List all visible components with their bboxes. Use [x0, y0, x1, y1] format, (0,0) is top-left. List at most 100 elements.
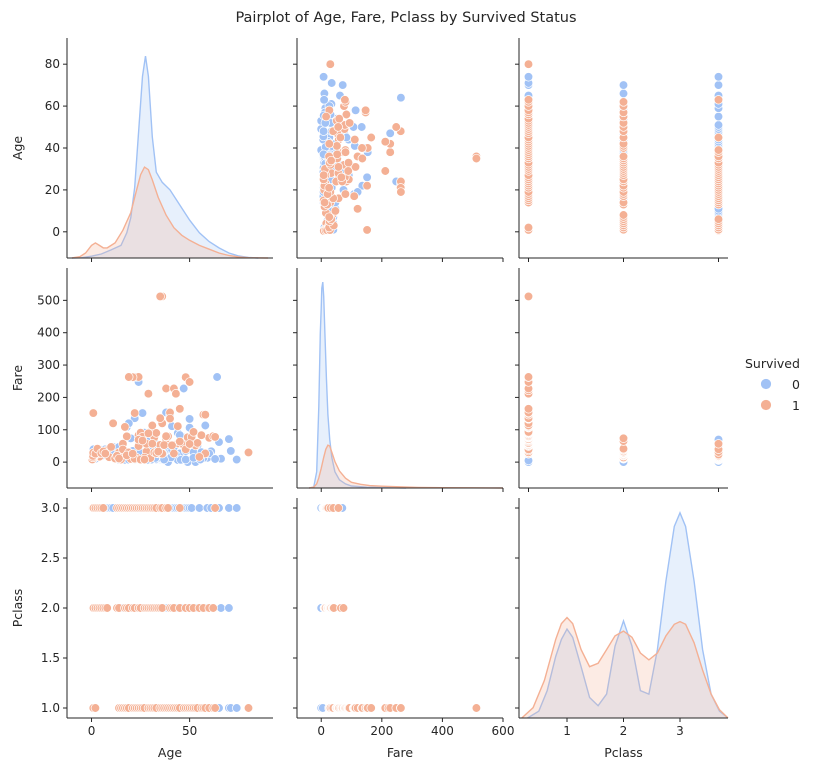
point-age-vs-pclass-s0-74: [618, 88, 629, 99]
x-axis-label-pclass: Pclass: [604, 745, 643, 760]
point-pclass-vs-age-s0-74: [216, 603, 226, 613]
y-tick-label-fare: 100: [37, 423, 60, 437]
point-age-vs-fare-s1-71: [330, 206, 341, 216]
point-fare-vs-pclass-s1-51: [523, 372, 534, 382]
point-age-vs-fare-s0-23: [357, 122, 367, 132]
y-tick-label-fare: 200: [37, 390, 60, 404]
legend: Survived 0 1: [745, 356, 800, 413]
point-age-vs-fare-s0-26: [327, 78, 337, 88]
point-age-vs-fare-s1-96: [324, 183, 334, 193]
point-pclass-vs-age-s1-74: [157, 603, 167, 613]
point-age-vs-fare-s1-7: [321, 111, 331, 122]
point-fare-vs-age-s1-51: [147, 420, 157, 431]
point-age-vs-fare-s1-22: [396, 187, 406, 197]
panel-fare-vs-fare: [293, 268, 504, 492]
point-fare-vs-age-s1-70: [100, 448, 110, 459]
point-age-vs-pclass-s1-119: [713, 132, 724, 143]
y-tick-label-pclass: 2.5: [41, 551, 60, 565]
point-age-vs-fare-s1-51: [350, 162, 361, 172]
point-fare-vs-age-s1-53: [151, 428, 161, 438]
point-age-vs-pclass-s0-75: [618, 80, 629, 90]
point-fare-vs-age-s1-11: [143, 389, 154, 399]
point-age-vs-fare-s1-30: [340, 189, 351, 199]
point-fare-vs-age-s1-39: [88, 408, 98, 418]
point-age-vs-pclass-s1-74: [618, 151, 629, 162]
point-age-vs-fare-s1-101: [336, 172, 347, 182]
point-age-vs-fare-s1-78: [343, 166, 353, 176]
panel-fare-vs-age: 0 100 200 300 400 500 Fare: [10, 268, 273, 492]
point-fare-vs-age-s1-84: [169, 448, 179, 459]
point-fare-vs-age-s1-14: [155, 291, 165, 302]
point-fare-vs-age-s1-79: [147, 439, 157, 449]
point-fare-vs-age-s0-115: [181, 454, 191, 465]
point-age-vs-fare-s0-115: [318, 126, 329, 136]
x-axis-label-fare: Fare: [387, 745, 414, 760]
legend-marker-0: [760, 378, 772, 390]
y-axis-label-fare: Fare: [10, 365, 25, 392]
point-age-vs-fare-s0-28: [318, 72, 329, 82]
point-pclass-vs-age-s1-45: [243, 703, 254, 713]
y-tick-label-pclass: 1.0: [41, 701, 60, 715]
point-age-vs-fare-s1-70: [324, 212, 334, 222]
point-age-vs-fare-s1-59: [366, 132, 376, 143]
point-pclass-vs-age-s1-119: [175, 503, 185, 513]
point-fare-vs-age-s0-26: [226, 446, 236, 456]
y-tick-label-pclass: 1.5: [41, 651, 60, 665]
panel-pclass-vs-pclass: 1 2 3 Pclass: [515, 498, 729, 760]
kde-line-fare-0: [308, 281, 407, 489]
point-pclass-vs-age-s0-121: [186, 503, 197, 513]
point-age-vs-fare-s1-21: [391, 122, 401, 132]
legend-label-1: 1: [792, 398, 800, 413]
kde-fill-age-0: [71, 56, 259, 258]
point-pclass-vs-fare-s1-90: [333, 503, 344, 513]
point-age-vs-fare-s1-62: [344, 118, 355, 128]
panel-fare-vs-pclass: [515, 268, 728, 492]
y-tick-label-pclass: 3.0: [41, 501, 60, 515]
point-pclass-vs-age-s1-118: [163, 503, 173, 513]
point-age-vs-fare-s1-83: [357, 143, 367, 153]
point-age-vs-pclass-s1-120: [713, 95, 724, 105]
x-tick-label-fare: 200: [370, 724, 393, 738]
point-fare-vs-pclass-s1-71: [618, 433, 629, 443]
point-fare-vs-age-s0-28: [232, 454, 242, 465]
point-age-vs-pclass-s1-55: [618, 210, 629, 220]
point-fare-vs-age-s1-90: [175, 436, 185, 447]
point-fare-vs-age-s1-35: [210, 432, 220, 442]
point-age-vs-fare-s1-14: [471, 153, 482, 164]
point-age-vs-pclass-s1-118: [713, 145, 724, 155]
point-fare-vs-age-s0-62: [137, 408, 148, 418]
chart-title: Pairplot of Age, Fare, Pclass by Survive…: [235, 10, 576, 26]
point-fare-vs-age-s1-80: [155, 413, 165, 423]
x-tick-label-pclass: 3: [676, 724, 684, 738]
point-age-vs-pclass-s0-127: [713, 72, 724, 82]
point-age-vs-fare-s1-72: [352, 204, 363, 214]
point-fare-vs-age-s1-48: [120, 422, 130, 432]
point-fare-vs-age-s0-30: [200, 420, 210, 431]
x-tick-label-fare: 600: [492, 724, 515, 738]
point-age-vs-pclass-s1-44: [523, 95, 534, 105]
point-pclass-vs-fare-s1-52: [471, 703, 482, 713]
x-tick-label-fare: 0: [317, 724, 325, 738]
point-fare-vs-age-s1-58: [171, 389, 181, 399]
point-age-vs-pclass-s1-1: [523, 222, 534, 233]
point-fare-vs-age-s0-21: [224, 434, 234, 444]
point-age-vs-pclass-s0-122: [713, 111, 724, 122]
point-fare-vs-age-s1-65: [243, 447, 254, 458]
point-pclass-vs-age-s1-85: [208, 603, 218, 613]
point-age-vs-fare-s1-23: [362, 181, 372, 191]
y-axis-label-age: Age: [10, 136, 25, 160]
y-tick-label-age: 40: [45, 141, 60, 155]
point-fare-vs-age-s1-57: [167, 440, 177, 450]
panel-age-vs-age: 0 20 40 60 80 Age: [10, 38, 273, 262]
y-tick-label-fare: 0: [52, 455, 60, 469]
point-fare-vs-age-s1-73: [114, 453, 124, 464]
point-pclass-vs-age-s1-44: [210, 703, 220, 713]
point-fare-vs-age-s0-23: [184, 414, 195, 424]
point-age-vs-fare-s1-15: [385, 147, 395, 157]
point-fare-vs-age-s1-100: [153, 446, 163, 457]
point-fare-vs-age-s1-72: [108, 418, 118, 428]
point-age-vs-fare-s1-35: [340, 95, 350, 105]
point-age-vs-fare-s1-79: [333, 162, 344, 172]
kde-line-age-1: [71, 166, 269, 259]
point-age-vs-fare-s1-90: [335, 132, 346, 143]
